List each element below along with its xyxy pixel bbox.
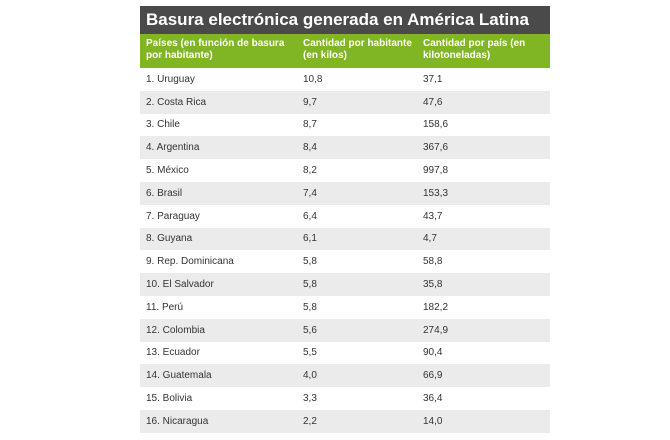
table-row: 3. Chile 8,7 158,6 [140, 113, 550, 137]
cell-country: 9. Rep. Dominicana [146, 256, 234, 268]
table-row: 4. Argentina 8,4 367,6 [140, 136, 550, 160]
cell-per-country: 367,6 [423, 142, 449, 154]
cell-per-country: 90,4 [423, 347, 443, 359]
table-row: 5. México 8,2 997,8 [140, 159, 550, 182]
cell-country: 6. Brasil [146, 187, 183, 199]
cell-per-country: 153,3 [423, 187, 449, 199]
cell-per-capita: 5,8 [303, 279, 317, 291]
cell-per-country: 274,9 [423, 324, 449, 336]
cell-per-country: 14,0 [423, 415, 443, 427]
cell-per-country: 47,6 [423, 96, 443, 108]
cell-per-capita: 8,7 [303, 119, 317, 131]
cell-per-country: 43,7 [423, 210, 443, 222]
cell-country: 3. Chile [146, 119, 180, 131]
cell-country: 11. Perú [146, 301, 184, 313]
cell-per-country: 997,8 [423, 165, 449, 177]
cell-per-capita: 6,4 [303, 210, 317, 222]
cell-per-country: 35,8 [423, 279, 443, 291]
cell-country: 7. Paraguay [146, 210, 200, 222]
table-row: 11. Perú 5,8 182,2 [140, 295, 550, 319]
header-country: Países (en función de basura por habitan… [146, 38, 285, 61]
cell-country: 16. Nicaragua [146, 415, 209, 427]
cell-per-country: 4,7 [423, 233, 437, 245]
cell-per-capita: 8,4 [303, 142, 317, 154]
table-row: 13. Ecuador 5,5 90,4 [140, 341, 550, 365]
cell-per-country: 58,8 [423, 256, 443, 268]
cell-per-country: 37,1 [423, 73, 443, 85]
cell-country: 10. El Salvador [146, 279, 214, 291]
table-body: 1. Uruguay 10,8 37,1 2. Costa Rica 9,7 47,6 3.… [140, 68, 550, 433]
cell-per-country: 66,9 [423, 370, 443, 382]
cell-per-capita: 5,8 [303, 301, 317, 313]
table-row: 6. Brasil 7,4 153,3 [140, 181, 550, 205]
data-table-card: Basura electrónica generada en América L… [140, 6, 550, 433]
header-per-country: Cantidad por país (en kilotoneladas) [423, 38, 526, 61]
cell-per-capita: 10,8 [303, 73, 323, 85]
cell-per-capita: 2,2 [303, 415, 317, 427]
header-per-capita: Cantidad por habitante (en kilos) [303, 38, 412, 61]
cell-country: 12. Colombia [146, 324, 205, 336]
cell-country: 4. Argentina [146, 142, 200, 154]
cell-per-country: 158,6 [423, 119, 449, 131]
cell-per-capita: 5,5 [303, 347, 317, 359]
table-header-row: Países (en función de basura por habitan… [140, 34, 550, 68]
cell-per-country: 36,4 [423, 393, 443, 405]
table-row: 8. Guyana 6,1 4,7 [140, 227, 550, 251]
cell-per-capita: 8,2 [303, 165, 317, 177]
cell-per-capita: 5,8 [303, 256, 317, 268]
cell-country: 15. Bolivia [146, 393, 193, 405]
table-row: 16. Nicaragua 2,2 14,0 [140, 409, 550, 433]
table-row: 1. Uruguay 10,8 37,1 [140, 68, 550, 91]
table-row: 14. Guatemala 4,0 66,9 [140, 364, 550, 388]
cell-per-country: 182,2 [423, 301, 449, 313]
cell-per-capita: 3,3 [303, 393, 317, 405]
cell-per-capita: 9,7 [303, 96, 317, 108]
cell-country: 8. Guyana [146, 233, 193, 245]
cell-per-capita: 6,1 [303, 233, 317, 245]
cell-per-capita: 7,4 [303, 187, 317, 199]
table-row: 15. Bolivia 3,3 36,4 [140, 387, 550, 410]
table-row: 12. Colombia 5,6 274,9 [140, 318, 550, 342]
cell-country: 2. Costa Rica [146, 96, 207, 108]
cell-per-capita: 4,0 [303, 370, 317, 382]
cell-country: 5. México [146, 165, 189, 177]
table-row: 10. El Salvador 5,8 35,8 [140, 273, 550, 296]
table-row: 9. Rep. Dominicana 5,8 58,8 [140, 250, 550, 274]
cell-per-capita: 5,6 [303, 324, 317, 336]
table-row: 2. Costa Rica 9,7 47,6 [140, 90, 550, 114]
table-row: 7. Paraguay 6,4 43,7 [140, 204, 550, 228]
cell-country: 14. Guatemala [146, 370, 212, 382]
cell-country: 1. Uruguay [146, 73, 195, 85]
table-title: Basura electrónica generada en América L… [140, 6, 550, 34]
cell-country: 13. Ecuador [146, 347, 200, 359]
